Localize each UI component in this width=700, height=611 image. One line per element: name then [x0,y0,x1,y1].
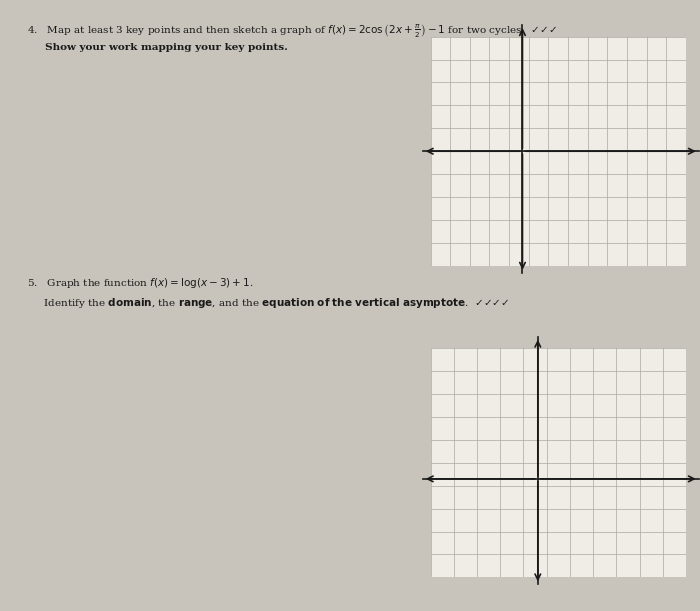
Text: Show your work mapping your key points.: Show your work mapping your key points. [27,43,288,52]
Text: Identify the $\mathbf{domain}$, the $\mathbf{range}$, and the $\mathbf{equation\: Identify the $\mathbf{domain}$, the $\ma… [27,296,509,310]
Text: 4.   Map at least 3 key points and then sketch a graph of $f(x) = 2\cos\left(2x+: 4. Map at least 3 key points and then sk… [27,23,556,40]
Text: 5.   Graph the function $f(x) = \log(x-3)+1$.: 5. Graph the function $f(x) = \log(x-3)+… [27,276,253,290]
